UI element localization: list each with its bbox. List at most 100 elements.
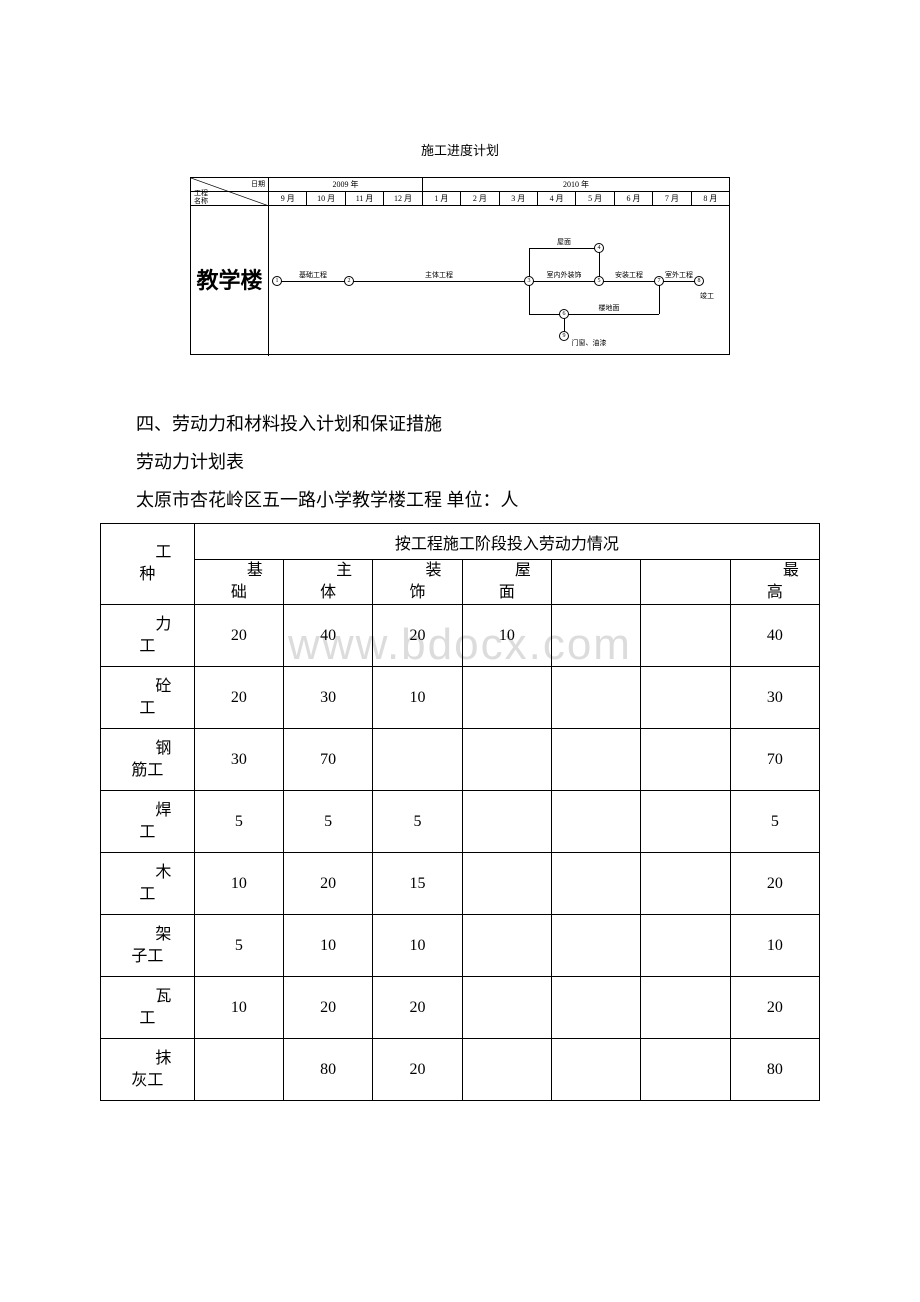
section-4-title: 四、劳动力和材料投入计划和保证措施 <box>100 405 820 443</box>
value-cell: 70 <box>730 729 819 791</box>
stage-hdr: 主体 <box>284 560 373 605</box>
value-cell: 20 <box>730 977 819 1039</box>
stage-hdr <box>552 560 641 605</box>
value-cell: 10 <box>194 977 283 1039</box>
gantt-bar <box>599 281 659 282</box>
worker-name: 木工 <box>101 853 195 915</box>
value-cell <box>462 915 551 977</box>
value-cell: 30 <box>284 667 373 729</box>
table-row: 架子工5101010 <box>101 915 820 977</box>
gantt-canvas: 1 2 3 4 5 6 7 8 9 基础工程 主体工程 屋面 室内外装饰 安装工… <box>269 206 729 356</box>
value-cell: 20 <box>373 977 462 1039</box>
worker-name: 砼工 <box>101 667 195 729</box>
value-cell <box>552 977 641 1039</box>
value-cell <box>641 791 730 853</box>
table-row: 力工2040201040 <box>101 605 820 667</box>
value-cell: 20 <box>730 853 819 915</box>
table-row: 瓦工10202020 <box>101 977 820 1039</box>
value-cell: 80 <box>284 1039 373 1101</box>
activity-label: 竣工 <box>700 291 714 301</box>
table-row: 砼工20301030 <box>101 667 820 729</box>
gantt-node: 8 <box>694 276 704 286</box>
labor-table-subtitle: 太原市杏花岭区五一路小学教学楼工程 单位：人 <box>100 481 820 519</box>
table-row: 焊工5555 <box>101 791 820 853</box>
month-cell: 7 月 <box>652 192 690 205</box>
month-cell: 6 月 <box>614 192 652 205</box>
gantt-node: 4 <box>594 243 604 253</box>
value-cell <box>462 667 551 729</box>
value-cell: 10 <box>373 667 462 729</box>
activity-label: 门窗、油漆 <box>572 338 607 348</box>
month-cell: 8 月 <box>691 192 729 205</box>
month-cell: 9 月 <box>269 192 306 205</box>
year-2010: 2010 年 <box>423 178 729 191</box>
activity-label: 基础工程 <box>299 270 327 280</box>
value-cell <box>641 853 730 915</box>
value-cell: 20 <box>284 977 373 1039</box>
value-cell <box>462 791 551 853</box>
labor-table-title: 劳动力计划表 <box>100 443 820 481</box>
value-cell: 5 <box>730 791 819 853</box>
activity-label: 主体工程 <box>425 270 453 280</box>
corner-date-label: 日期 <box>251 179 265 189</box>
value-cell <box>373 729 462 791</box>
worker-name: 架子工 <box>101 915 195 977</box>
stage-hdr <box>641 560 730 605</box>
value-cell: 5 <box>194 915 283 977</box>
value-cell <box>641 977 730 1039</box>
value-cell <box>641 1039 730 1101</box>
value-cell <box>462 1039 551 1101</box>
gantt-bar <box>529 248 599 249</box>
gantt-title: 施工进度计划 <box>100 140 820 159</box>
value-cell <box>552 605 641 667</box>
value-cell: 20 <box>373 605 462 667</box>
worker-name: 力工 <box>101 605 195 667</box>
gantt-node: 1 <box>272 276 282 286</box>
value-cell: 5 <box>284 791 373 853</box>
value-cell <box>552 915 641 977</box>
value-cell <box>194 1039 283 1101</box>
worker-name: 瓦工 <box>101 977 195 1039</box>
hdr-merged: 按工程施工阶段投入劳动力情况 <box>194 524 819 560</box>
stage-hdr: 装饰 <box>373 560 462 605</box>
month-cell: 2 月 <box>460 192 498 205</box>
value-cell <box>462 977 551 1039</box>
value-cell <box>552 1039 641 1101</box>
value-cell: 30 <box>730 667 819 729</box>
value-cell: 20 <box>373 1039 462 1101</box>
gantt-year-row: 2009 年 2010 年 <box>191 178 729 192</box>
gantt-node: 7 <box>654 276 664 286</box>
year-2009: 2009 年 <box>269 178 423 191</box>
activity-label: 安装工程 <box>615 270 643 280</box>
value-cell: 10 <box>194 853 283 915</box>
month-cell: 1 月 <box>422 192 460 205</box>
value-cell: 10 <box>284 915 373 977</box>
gantt-chart: 日期 工程名称 2009 年 2010 年 9 月 10 月 11 月 12 月… <box>190 177 730 355</box>
value-cell <box>552 853 641 915</box>
value-cell <box>641 729 730 791</box>
value-cell: 20 <box>194 667 283 729</box>
month-cell: 12 月 <box>383 192 421 205</box>
stage-hdr: 最高 <box>730 560 819 605</box>
table-row: 钢筋工307070 <box>101 729 820 791</box>
value-cell: 80 <box>730 1039 819 1101</box>
value-cell: 10 <box>730 915 819 977</box>
value-cell: 10 <box>373 915 462 977</box>
gantt-sidebar-title: 教学楼 <box>191 206 269 356</box>
stage-header-row: 基础 主体 装饰 屋面 最高 <box>101 560 820 605</box>
month-cell: 11 月 <box>345 192 383 205</box>
worker-name: 抹灰工 <box>101 1039 195 1101</box>
value-cell: 70 <box>284 729 373 791</box>
table-row: 抹灰工802080 <box>101 1039 820 1101</box>
value-cell <box>641 915 730 977</box>
value-cell <box>641 667 730 729</box>
gantt-node: 3 <box>524 276 534 286</box>
value-cell: 5 <box>373 791 462 853</box>
hdr-worker: 工种 <box>101 524 195 605</box>
gantt-corner: 日期 工程名称 <box>191 178 269 206</box>
value-cell <box>462 729 551 791</box>
value-cell <box>552 729 641 791</box>
month-cell: 3 月 <box>499 192 537 205</box>
value-cell: 15 <box>373 853 462 915</box>
activity-label: 室外工程 <box>665 270 693 280</box>
